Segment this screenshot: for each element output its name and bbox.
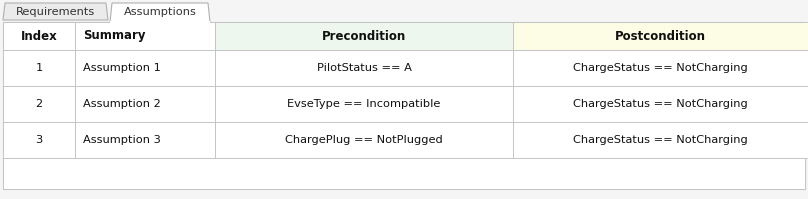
Bar [513,50,808,86]
Text: Summary: Summary [83,29,145,43]
Polygon shape [110,3,210,22]
Bar [75,86,215,122]
Bar [215,86,513,122]
Polygon shape [3,3,108,20]
Bar [3,22,805,189]
Bar [75,22,215,50]
Text: 3: 3 [36,135,43,145]
Text: Assumption 2: Assumption 2 [83,99,161,109]
Bar [3,158,805,189]
Bar [215,22,513,50]
Text: Assumptions: Assumptions [124,7,196,17]
Text: Requirements: Requirements [16,7,95,17]
Bar [3,22,75,50]
Text: PilotStatus == A: PilotStatus == A [317,63,411,73]
Text: 1: 1 [36,63,43,73]
Text: 2: 2 [36,99,43,109]
Text: EvseType == Incompatible: EvseType == Incompatible [288,99,440,109]
Bar [513,122,808,158]
Text: ChargePlug == NotPlugged: ChargePlug == NotPlugged [285,135,443,145]
Bar [3,86,75,122]
Bar [3,122,75,158]
Bar [75,122,215,158]
Text: ChargeStatus == NotCharging: ChargeStatus == NotCharging [573,99,748,109]
Text: Assumption 3: Assumption 3 [83,135,161,145]
Bar [75,50,215,86]
Bar [513,86,808,122]
Text: Assumption 1: Assumption 1 [83,63,161,73]
Text: Postcondition: Postcondition [615,29,706,43]
Bar [0,0,808,22]
Text: ChargeStatus == NotCharging: ChargeStatus == NotCharging [573,63,748,73]
Text: Precondition: Precondition [322,29,406,43]
Bar [215,50,513,86]
Bar [513,22,808,50]
Bar [215,122,513,158]
Bar [3,50,75,86]
Text: ChargeStatus == NotCharging: ChargeStatus == NotCharging [573,135,748,145]
Text: Index: Index [21,29,57,43]
